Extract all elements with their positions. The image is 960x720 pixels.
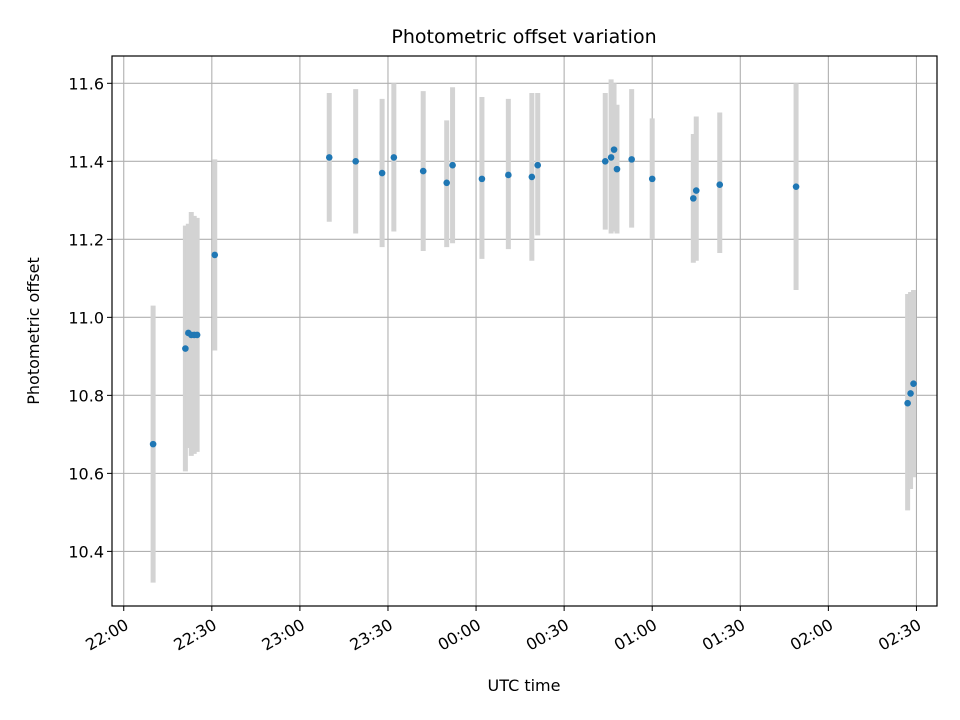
data-point: [449, 161, 456, 169]
data-point: [610, 146, 618, 153]
grid: [112, 56, 937, 606]
y-tick-label: 10.4: [68, 542, 104, 561]
data-point: [601, 158, 609, 165]
data-point: [528, 173, 536, 181]
data-point: [628, 156, 635, 163]
y-tick-label: 10.8: [68, 386, 104, 405]
y-tick-label: 11.4: [68, 152, 104, 171]
data-point: [907, 390, 914, 397]
x-axis-label: UTC time: [488, 676, 561, 695]
data-points: [149, 146, 917, 448]
data-point: [182, 345, 189, 352]
data-point: [211, 251, 219, 259]
data-point: [325, 154, 333, 161]
y-tick-label: 10.6: [68, 464, 104, 483]
y-tick-label: 11.2: [68, 230, 104, 249]
data-point: [193, 331, 201, 339]
chart-title: Photometric offset variation: [391, 26, 656, 48]
data-point: [443, 179, 450, 187]
data-point: [352, 158, 359, 165]
data-point: [419, 167, 427, 175]
data-point: [648, 175, 656, 183]
data-point: [904, 399, 911, 407]
plot-frame: [111, 55, 938, 607]
y-tick-label: 11.0: [68, 308, 104, 327]
data-point: [534, 161, 542, 169]
data-point: [692, 187, 700, 194]
data-point: [716, 181, 724, 189]
data-point: [607, 154, 615, 161]
data-point: [910, 380, 917, 387]
data-point: [505, 171, 512, 179]
data-point: [792, 183, 800, 190]
y-axis-label: Photometric offset: [24, 257, 43, 405]
data-point: [390, 154, 398, 161]
data-point: [478, 175, 486, 183]
data-point: [378, 169, 386, 177]
y-tick-label: 11.6: [68, 74, 104, 93]
data-point: [613, 165, 621, 173]
data-point: [149, 440, 157, 448]
data-point: [690, 195, 697, 202]
y-axis: 10.4 10.6 10.8 11.0 11.2 11.4 11.6: [68, 74, 112, 561]
